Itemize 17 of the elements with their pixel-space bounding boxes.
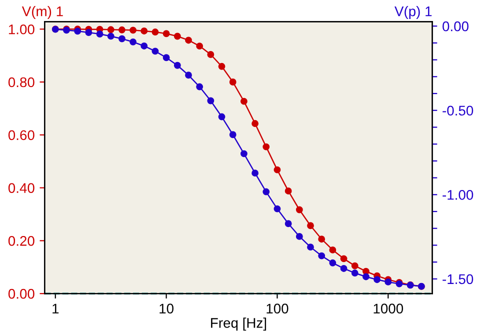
y-tick-label: 0.40 xyxy=(8,183,34,193)
y2-tick-label: 0.00 xyxy=(442,21,468,32)
y-axis-title: V(m) 1 xyxy=(22,6,63,19)
x-tick-label: 1 xyxy=(52,304,59,314)
y-tick-label: 0.00 xyxy=(8,288,34,299)
y2-axis-title: V(p) 1 xyxy=(394,6,432,19)
y2-tick-label: -1.50 xyxy=(442,274,474,284)
x-axis-title: Freq [Hz] xyxy=(211,318,266,331)
y2-tick-label: -1.00 xyxy=(442,190,474,200)
y-tick-label: 0.80 xyxy=(8,77,34,88)
x-tick-label: 1000 xyxy=(374,304,404,314)
x-tick-label: 100 xyxy=(266,304,288,314)
y-tick-label: 0.20 xyxy=(8,236,34,246)
y-tick-label: 0.60 xyxy=(8,130,34,140)
y2-tick-label: -0.50 xyxy=(442,106,474,116)
x-tick-label: 10 xyxy=(160,304,174,314)
y-tick-label: 1.00 xyxy=(8,24,34,34)
